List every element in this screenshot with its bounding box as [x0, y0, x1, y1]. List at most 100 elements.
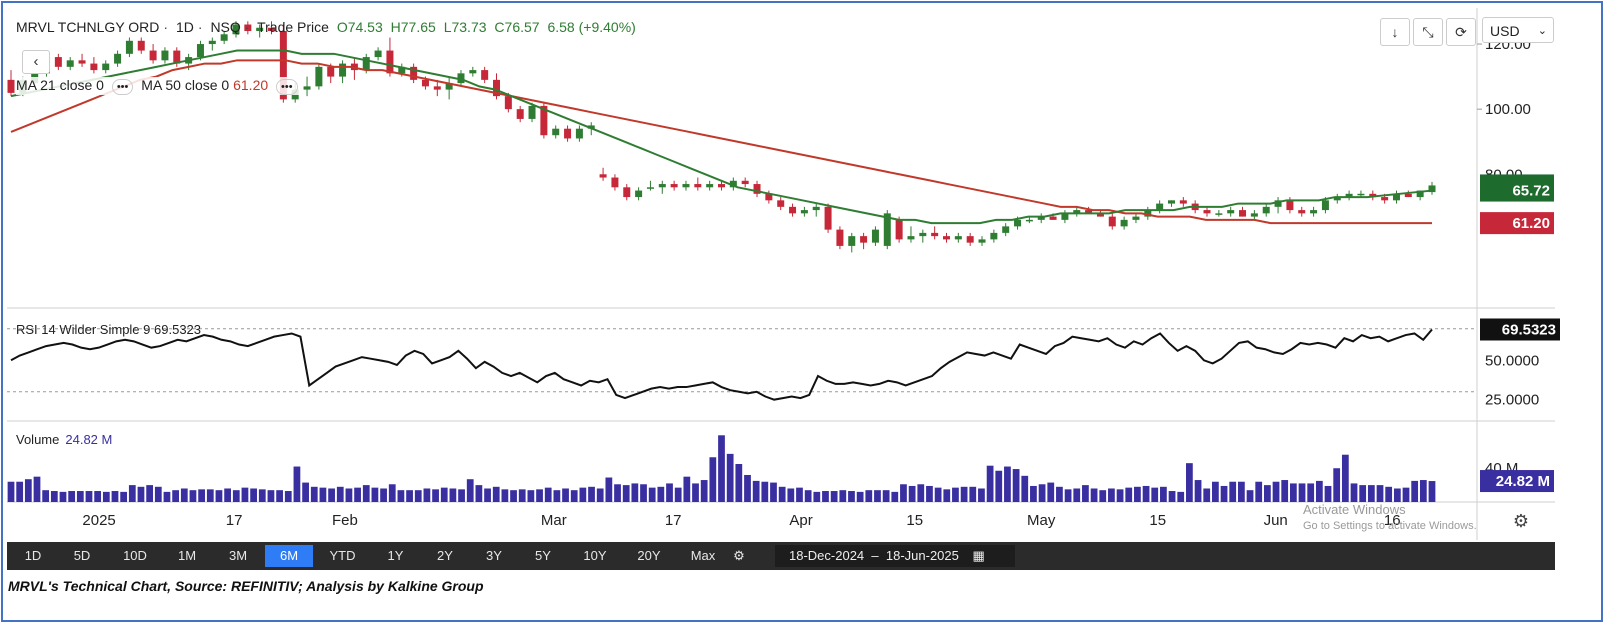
volume-bar [397, 490, 405, 502]
range-button-max[interactable]: Max [690, 548, 716, 563]
collapse-icon[interactable]: ⤡ [1413, 18, 1443, 46]
volume-bar [1220, 485, 1228, 502]
volume-bar [42, 490, 50, 502]
candle-body [1061, 213, 1069, 220]
candle-body [516, 109, 524, 119]
volume-bar [1142, 485, 1150, 502]
candle-body [1416, 190, 1424, 198]
candle-body [469, 70, 477, 74]
range-button-5d[interactable]: 5D [73, 548, 91, 563]
ma21-options-icon[interactable]: ••• [111, 79, 134, 95]
range-button-ytd[interactable]: YTD [329, 548, 356, 563]
volume-bar [1012, 469, 1020, 502]
interval-label: 1D [175, 19, 194, 35]
settings-icon[interactable]: ⚙ [733, 548, 745, 563]
candle-body [1096, 213, 1104, 217]
volume-bar [778, 486, 786, 502]
rsi-line [10, 328, 1433, 401]
candle-body [658, 184, 666, 188]
volume-bar [1125, 487, 1133, 502]
candle-body [942, 236, 950, 240]
ma50-badge-bg [1480, 212, 1554, 235]
ma21-badge: 65.72 [1512, 183, 1550, 200]
candle-body [1049, 216, 1057, 220]
gear-icon[interactable]: ⚙ [1512, 511, 1530, 531]
date-range-picker[interactable]: 18-Dec-2024 – 18-Jun-2025 ▦ [775, 545, 1015, 567]
volume-bar [770, 482, 777, 502]
volume-bar [934, 487, 942, 502]
volume-bar [1367, 485, 1375, 502]
candle-body [599, 174, 607, 178]
candle-body [279, 31, 287, 100]
volume-bar [1315, 480, 1323, 502]
x-axis-label: Mar [541, 512, 567, 529]
candle-body [386, 50, 394, 74]
candle-body [611, 177, 619, 188]
range-button-10d[interactable]: 10D [123, 548, 147, 563]
volume-bar [1004, 466, 1011, 502]
volume-bar [917, 484, 925, 502]
candle-body [256, 27, 264, 32]
volume-bar [562, 488, 569, 502]
volume-bar [1038, 484, 1046, 502]
range-button-10y[interactable]: 10Y [583, 548, 607, 563]
volume-bar [1099, 490, 1107, 502]
volume-bar [804, 490, 812, 502]
refresh-icon[interactable]: ⟳ [1446, 18, 1476, 46]
ma21-label: MA 21 close 0 [16, 77, 104, 93]
volume-bar [258, 489, 266, 502]
candle-body [552, 128, 560, 136]
rsi-label: RSI 14 Wilder Simple 9 [16, 322, 151, 337]
volume-bar [822, 491, 829, 502]
range-button-20y[interactable]: 20Y [637, 548, 661, 563]
range-button-6m[interactable]: 6M [265, 545, 313, 567]
candle-body [445, 83, 453, 90]
range-button-3m[interactable]: 3M [228, 548, 248, 563]
range-button-1m[interactable]: 1M [177, 548, 197, 563]
candle-body [575, 128, 583, 139]
volume-bar [856, 491, 864, 502]
candle-body [220, 34, 228, 41]
range-button-1d[interactable]: 1D [24, 548, 42, 563]
ma50-label: MA 50 close 0 [141, 77, 230, 93]
candle-body [161, 50, 169, 61]
volume-bar [319, 487, 327, 502]
range-button-3y[interactable]: 3Y [486, 548, 502, 563]
volume-bar [492, 486, 500, 502]
candle-body [895, 219, 903, 240]
volume-bar [137, 486, 145, 502]
candle-body [1239, 210, 1247, 217]
candle-body [682, 184, 690, 188]
x-axis-label: 17 [226, 512, 243, 529]
volume-bar [76, 491, 84, 502]
volume-bar [50, 491, 58, 502]
volume-bar [380, 488, 387, 502]
volume-bar [354, 487, 361, 502]
x-axis-label: 15 [906, 512, 923, 529]
watermark-line1: Activate Windows [1303, 502, 1406, 517]
download-icon[interactable]: ↓ [1380, 18, 1410, 46]
back-button[interactable]: ‹ [22, 50, 50, 74]
candle-body [990, 232, 998, 240]
currency-select[interactable]: USD ⌄ [1482, 17, 1554, 43]
candle-body [173, 50, 181, 64]
volume-bar [1090, 488, 1098, 502]
rsi-value: 69.5323 [154, 322, 202, 337]
candle-body [232, 24, 240, 35]
range-button-5y[interactable]: 5Y [535, 548, 551, 563]
volume-bar [1341, 454, 1349, 502]
volume-bar [146, 485, 154, 502]
candle-body [1369, 193, 1377, 198]
candle-body [1381, 197, 1389, 201]
candle-body [1227, 210, 1235, 214]
candle-body [244, 24, 252, 32]
range-button-2y[interactable]: 2Y [437, 548, 453, 563]
volume-bar [752, 480, 760, 502]
volume-bar [302, 482, 309, 502]
range-button-1y[interactable]: 1Y [387, 548, 404, 563]
volume-bar [605, 477, 613, 502]
volume-bar [544, 487, 552, 502]
ma50-options-icon[interactable]: ••• [276, 79, 298, 95]
volume-bar [241, 487, 249, 502]
